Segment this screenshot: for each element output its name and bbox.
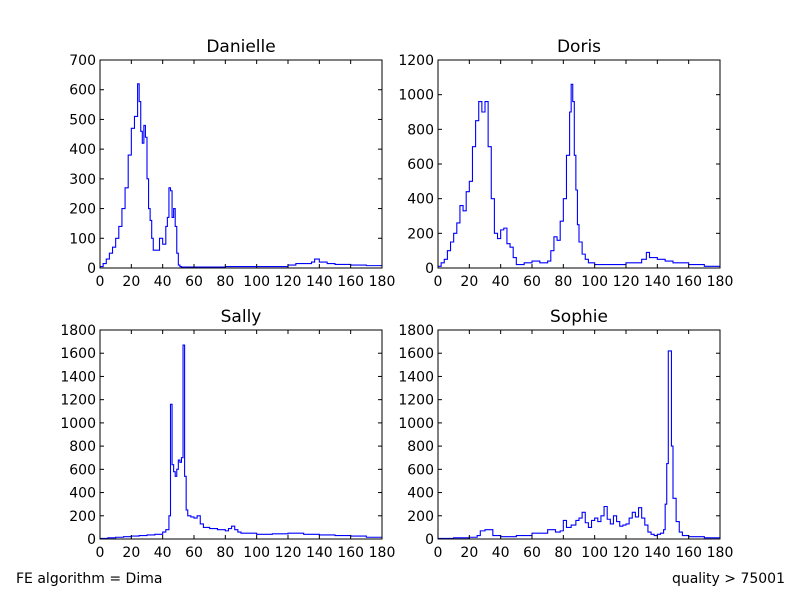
y-tick-label: 1000 [60, 416, 96, 432]
y-tick-label: 1400 [60, 369, 96, 385]
axes-frame [99, 329, 383, 540]
axes-frame [99, 59, 383, 269]
y-tick-label: 1600 [398, 346, 434, 362]
axes-frame [437, 59, 721, 269]
data-series-line [438, 350, 720, 539]
x-tick-label: 40 [154, 274, 172, 290]
x-tick-label: 180 [369, 274, 396, 290]
y-tick-label: 1200 [398, 393, 434, 409]
y-tick-label: 800 [69, 439, 96, 455]
y-tick-label: 700 [69, 53, 96, 69]
x-tick-label: 120 [613, 274, 640, 290]
x-tick-label: 20 [460, 545, 478, 561]
chart-panel-2: 0 20 40 60 80 100 120 140 160 180 0 200 400 600 800 100… [398, 37, 733, 290]
x-tick-label: 180 [369, 545, 396, 561]
x-tick-label: 0 [434, 545, 443, 561]
y-tick-label: 800 [407, 439, 434, 455]
y-tick-label: 300 [69, 172, 96, 188]
y-tick-label: 1800 [398, 323, 434, 339]
x-tick-label: 140 [306, 545, 333, 561]
x-tick-label: 20 [122, 274, 140, 290]
x-tick-label: 0 [96, 545, 105, 561]
x-tick-label: 100 [581, 274, 608, 290]
chart-title: Doris [557, 37, 601, 57]
chart-title: Sally [221, 307, 262, 327]
y-tick-label: 0 [87, 261, 96, 277]
axes-frame [437, 329, 721, 540]
x-tick-label: 60 [185, 274, 203, 290]
x-tick-label: 80 [554, 274, 572, 290]
y-tick-label: 200 [407, 509, 434, 525]
chart-title: Danielle [206, 37, 275, 57]
y-tick-label: 100 [69, 231, 96, 247]
y-tick-label: 600 [407, 157, 434, 173]
y-tick-label: 0 [425, 532, 434, 548]
y-tick-label: 1200 [60, 393, 96, 409]
x-tick-label: 20 [460, 274, 478, 290]
x-tick-label: 80 [216, 274, 234, 290]
y-tick-label: 200 [69, 509, 96, 525]
y-tick-label: 200 [407, 226, 434, 242]
x-tick-label: 60 [523, 274, 541, 290]
y-tick-label: 600 [407, 462, 434, 478]
chart-panel-4: 0 20 40 60 80 100 120 140 160 1800200400600800100… [398, 307, 733, 561]
y-tick-label: 0 [87, 532, 96, 548]
x-tick-label: 0 [434, 274, 443, 290]
y-tick-label: 500 [69, 112, 96, 128]
x-tick-label: 60 [185, 545, 203, 561]
y-tick-label: 400 [69, 142, 96, 158]
y-tick-label: 0 [425, 261, 434, 277]
y-tick-label: 600 [69, 462, 96, 478]
data-series-line [100, 83, 382, 268]
chart-panel-1: 0 20 40 60 80 100 120 140 160 180 0 100 200 300 400 500… [69, 37, 395, 290]
x-tick-label: 100 [581, 545, 608, 561]
y-tick-label: 200 [69, 202, 96, 218]
y-tick-label: 1800 [60, 323, 96, 339]
y-tick-label: 1600 [60, 346, 96, 362]
x-tick-label: 60 [523, 545, 541, 561]
chart-title: Sophie [550, 307, 608, 327]
x-tick-label: 40 [492, 274, 510, 290]
y-tick-label: 600 [69, 83, 96, 99]
x-tick-label: 180 [707, 545, 734, 561]
x-tick-label: 0 [96, 274, 105, 290]
x-tick-label: 140 [644, 274, 671, 290]
y-tick-label: 800 [407, 122, 434, 138]
x-tick-label: 100 [243, 274, 270, 290]
x-tick-label: 160 [337, 274, 364, 290]
x-tick-label: 100 [243, 545, 270, 561]
x-tick-label: 20 [122, 545, 140, 561]
x-tick-label: 80 [216, 545, 234, 561]
x-tick-label: 180 [707, 274, 734, 290]
y-tick-label: 1000 [398, 416, 434, 432]
x-tick-label: 160 [337, 545, 364, 561]
x-tick-label: 120 [275, 545, 302, 561]
data-series-line [100, 344, 382, 539]
x-tick-label: 40 [154, 545, 172, 561]
y-tick-label: 1000 [398, 88, 434, 104]
x-tick-label: 140 [644, 545, 671, 561]
y-tick-label: 400 [407, 486, 434, 502]
y-tick-label: 400 [69, 486, 96, 502]
y-tick-label: 400 [407, 192, 434, 208]
x-tick-label: 120 [275, 274, 302, 290]
footer-right-note: quality > 75001 [671, 571, 785, 587]
y-tick-label: 1200 [398, 53, 434, 69]
chart-panel-3: 0 20 40 60 80 100 120 140 160 1800200400600800100… [60, 307, 395, 561]
footer-left-note: FE algorithm = Dima [16, 571, 163, 587]
x-tick-label: 120 [613, 545, 640, 561]
x-tick-label: 40 [492, 545, 510, 561]
y-tick-label: 1400 [398, 369, 434, 385]
x-tick-label: 140 [306, 274, 333, 290]
x-tick-label: 80 [554, 545, 572, 561]
x-tick-label: 160 [675, 545, 702, 561]
data-series-line [438, 83, 720, 268]
x-tick-label: 160 [675, 274, 702, 290]
